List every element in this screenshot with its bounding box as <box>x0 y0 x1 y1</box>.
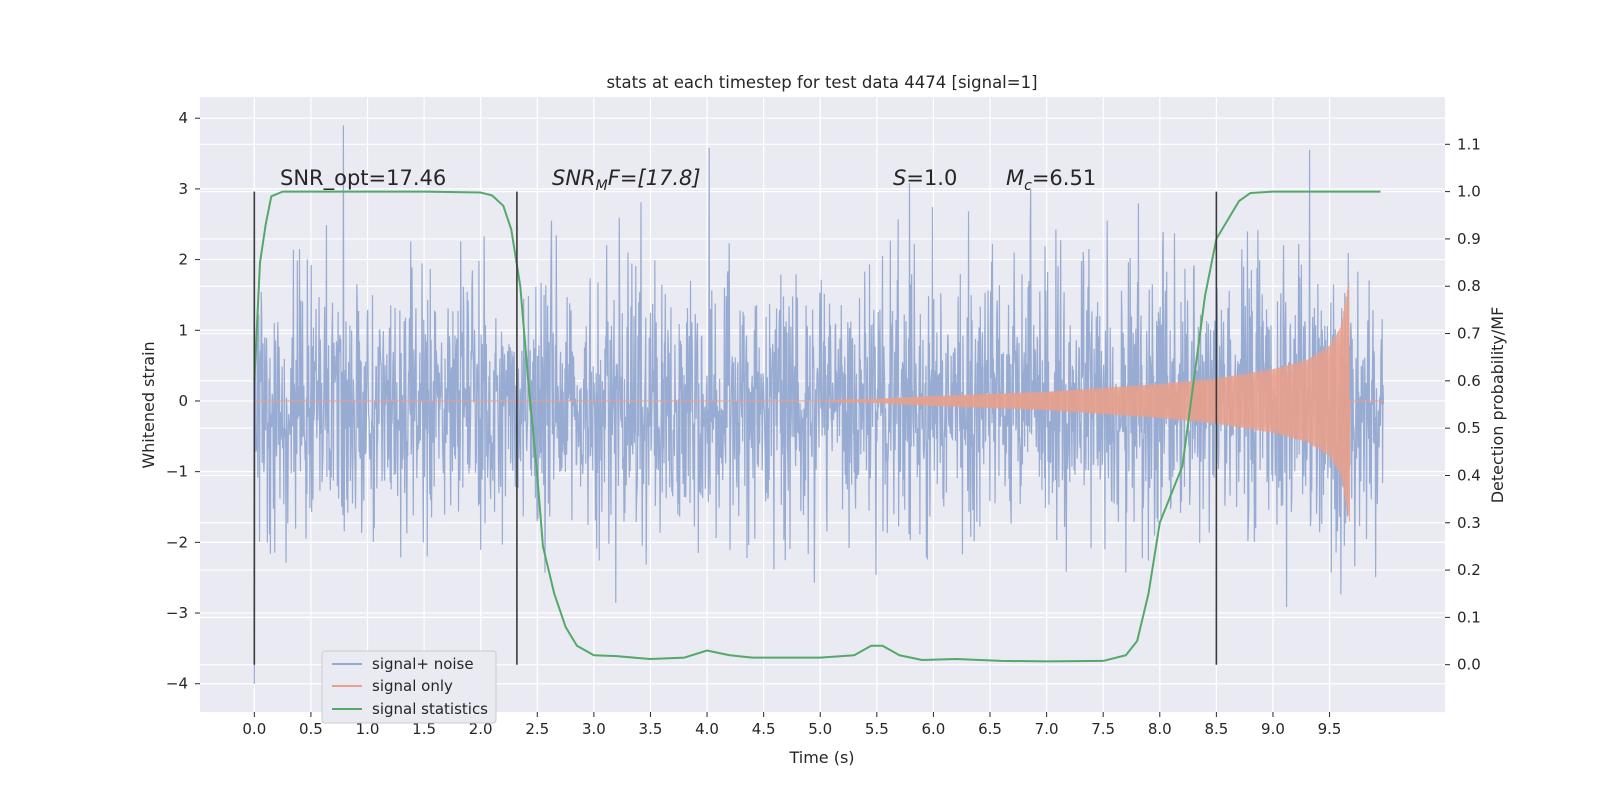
x-tick-label: 9.0 <box>1261 720 1285 738</box>
x-tick-label: 0.0 <box>242 720 266 738</box>
y-axis-label: Whitened strain <box>139 341 158 468</box>
y-tick-label: −3 <box>166 604 188 622</box>
y-tick-label: 1 <box>178 321 188 339</box>
x-tick-label: 4.5 <box>752 720 776 738</box>
legend: signal+ noise signal only signal statist… <box>321 650 497 724</box>
y2-tick-label: 0.3 <box>1457 514 1481 532</box>
y2-tick-label: 0.9 <box>1457 230 1481 248</box>
annotations: SNR_opt=17.46 SNRMF=[17.8] S=1.0 Mc=6.51 <box>280 166 1096 194</box>
y-tick-label: 4 <box>178 109 188 127</box>
y2-tick-label: 0.1 <box>1457 608 1481 626</box>
x-axis-label: Time (s) <box>788 748 854 767</box>
y2-axis-label: Detection probability/MF <box>1488 307 1507 504</box>
y-tick-label: 0 <box>178 392 188 410</box>
x-tick-label: 7.5 <box>1091 720 1115 738</box>
y2-tick-label: 0.7 <box>1457 325 1481 343</box>
y2-tick-label: 0.4 <box>1457 466 1481 484</box>
y-tick-label: −4 <box>166 675 188 693</box>
y2-axis-ticks: 1.1 1.0 0.9 0.8 0.7 0.6 0.5 0.4 0.3 0.2 0.1 0.0 <box>1445 135 1481 674</box>
vertical-markers <box>253 191 1218 665</box>
y-axis-ticks: 4 3 2 1 0 −1 −2 −3 −4 <box>166 109 200 693</box>
x-tick-label: 2.5 <box>525 720 549 738</box>
legend-label-signal-statistics: signal statistics <box>372 700 488 718</box>
y2-tick-label: 0.6 <box>1457 372 1481 390</box>
x-tick-label: 0.5 <box>299 720 323 738</box>
x-tick-label: 4.0 <box>695 720 719 738</box>
annotation-snr-opt: SNR_opt=17.46 <box>280 166 446 191</box>
x-tick-label: 5.5 <box>865 720 889 738</box>
y2-tick-label: 0.8 <box>1457 277 1481 295</box>
x-axis-ticks: 0.0 0.5 1.0 1.5 2.0 2.5 3.0 3.5 4.0 4.5 5.0 5.5 6.0 6… <box>242 712 1341 738</box>
signal-statistics-series <box>253 190 1381 663</box>
x-tick-label: 1.5 <box>412 720 436 738</box>
legend-label-signal-noise: signal+ noise <box>372 655 474 673</box>
y2-tick-label: 1.0 <box>1457 183 1481 201</box>
x-tick-label: 9.5 <box>1318 720 1342 738</box>
x-tick-label: 2.0 <box>469 720 493 738</box>
y2-tick-label: 0.2 <box>1457 561 1481 579</box>
y-tick-label: −2 <box>166 533 188 551</box>
annotation-snr-mf: SNRMF=[17.8] <box>552 166 701 194</box>
y2-tick-label: 1.1 <box>1457 135 1481 153</box>
annotation-mc: Mc=6.51 <box>1006 166 1096 194</box>
annotation-s: S=1.0 <box>893 166 957 190</box>
y-tick-label: 3 <box>178 180 188 198</box>
signal-statistics-line <box>253 190 1381 663</box>
x-tick-label: 3.0 <box>582 720 606 738</box>
x-tick-label: 1.0 <box>356 720 380 738</box>
y-tick-label: 2 <box>178 251 188 269</box>
y2-tick-label: 0.5 <box>1457 419 1481 437</box>
x-tick-label: 8.0 <box>1148 720 1172 738</box>
signal-only-line <box>254 283 1384 522</box>
signal-only-series <box>254 283 1384 522</box>
x-tick-label: 6.5 <box>978 720 1002 738</box>
x-tick-label: 8.5 <box>1204 720 1228 738</box>
legend-label-signal-only: signal only <box>372 677 453 695</box>
chart-title: stats at each timestep for test data 447… <box>606 73 1037 92</box>
x-tick-label: 7.0 <box>1035 720 1059 738</box>
x-tick-label: 3.5 <box>639 720 663 738</box>
y-tick-label: −1 <box>166 463 188 481</box>
legend-box <box>321 650 497 724</box>
y2-tick-label: 0.0 <box>1457 656 1481 674</box>
x-tick-label: 5.0 <box>808 720 832 738</box>
x-tick-label: 6.0 <box>921 720 945 738</box>
